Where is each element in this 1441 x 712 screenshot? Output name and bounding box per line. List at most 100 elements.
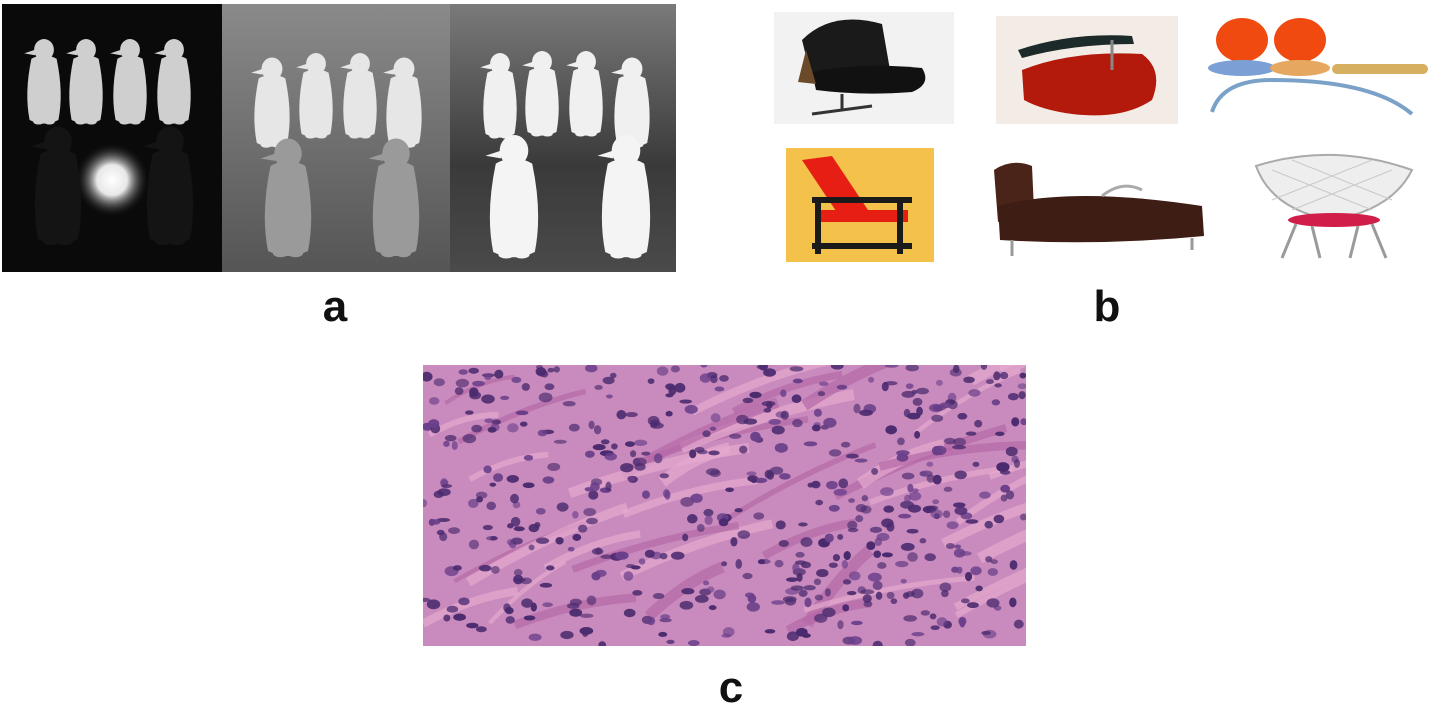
cell-nucleus <box>848 498 855 503</box>
cell-nucleus <box>958 616 967 626</box>
cell-nucleus <box>886 591 895 599</box>
cell-nucleus <box>972 461 980 467</box>
cell-nucleus <box>633 439 648 446</box>
cell-nucleus <box>811 480 821 489</box>
cell-nucleus <box>970 566 982 576</box>
cell-nucleus <box>560 630 574 640</box>
cell-nucleus <box>963 376 975 384</box>
cell-nucleus <box>953 365 960 374</box>
cell-nucleus <box>1018 391 1026 400</box>
cell-nucleus <box>556 502 569 512</box>
tissue-streak <box>878 441 1026 471</box>
cell-nucleus <box>503 603 511 613</box>
cell-nucleus <box>515 410 529 416</box>
cell-nucleus <box>898 513 912 519</box>
cell-nucleus <box>763 408 772 413</box>
cell-nucleus <box>823 417 837 428</box>
cell-nucleus <box>710 375 718 384</box>
cell-nucleus <box>930 509 943 519</box>
cell-nucleus <box>629 450 637 458</box>
cell-nucleus <box>632 590 643 596</box>
cell-nucleus <box>798 522 808 527</box>
cell-nucleus <box>911 488 919 493</box>
cell-nucleus <box>534 521 541 528</box>
cell-nucleus <box>816 568 829 578</box>
cell-nucleus <box>848 636 863 645</box>
cell-nucleus <box>771 600 785 605</box>
cell-nucleus <box>684 404 698 414</box>
cell-nucleus <box>794 560 807 565</box>
cell-nucleus <box>824 533 834 543</box>
cell-nucleus <box>506 538 515 546</box>
tissue-streak <box>487 560 567 625</box>
cell-nucleus <box>484 374 492 381</box>
cell-nucleus <box>881 552 893 558</box>
cell-nucleus <box>873 550 882 558</box>
cell-nucleus <box>974 419 983 428</box>
cell-nucleus <box>665 383 676 390</box>
chaise-lounge-icon <box>984 150 1210 260</box>
cell-nucleus <box>854 458 868 463</box>
cell-nucleus <box>428 519 441 525</box>
cell-nucleus <box>900 578 907 584</box>
panel-a-image <box>2 4 676 272</box>
cell-nucleus <box>568 423 580 432</box>
cell-nucleus <box>846 590 857 596</box>
tissue-streak <box>761 518 857 560</box>
cell-nucleus <box>491 566 500 574</box>
cell-nucleus <box>582 629 589 637</box>
cell-nucleus <box>742 572 753 580</box>
cell-nucleus <box>1009 560 1018 570</box>
cell-nucleus <box>602 376 615 385</box>
cell-nucleus <box>600 439 610 445</box>
cell-nucleus <box>542 602 553 608</box>
cell-nucleus <box>703 508 714 517</box>
cell-nucleus <box>702 430 711 438</box>
cell-nucleus <box>813 408 822 417</box>
cell-nucleus <box>828 562 838 568</box>
cell-nucleus <box>544 383 555 391</box>
tissue-streak <box>423 587 519 628</box>
cell-nucleus <box>869 526 883 533</box>
cell-nucleus <box>730 536 738 547</box>
cell-nucleus <box>979 491 991 499</box>
cell-nucleus <box>928 403 943 413</box>
cell-nucleus <box>952 444 966 450</box>
cell-nucleus <box>847 520 858 530</box>
cell-nucleus <box>624 441 636 447</box>
cell-nucleus <box>500 395 510 401</box>
cell-nucleus <box>919 471 928 477</box>
cell-nucleus <box>510 493 519 504</box>
cell-nucleus <box>641 451 651 456</box>
cell-nucleus <box>440 479 449 485</box>
cell-nucleus <box>890 598 898 605</box>
cell-nucleus <box>782 596 797 603</box>
cell-nucleus <box>860 589 875 595</box>
cell-nucleus <box>959 551 972 556</box>
cell-nucleus <box>875 591 883 600</box>
cell-nucleus <box>936 617 948 627</box>
cell-nucleus <box>580 613 594 618</box>
cell-nucleus <box>520 577 532 585</box>
cell-nucleus <box>642 490 650 499</box>
cell-nucleus <box>439 532 448 542</box>
cell-nucleus <box>588 490 599 500</box>
cell-nucleus <box>911 632 925 637</box>
cell-nucleus <box>927 505 939 511</box>
cell-nucleus <box>537 429 548 437</box>
cell-nucleus <box>547 462 561 472</box>
cell-nucleus <box>484 418 494 424</box>
cell-nucleus <box>644 549 655 558</box>
cell-nucleus <box>562 400 576 407</box>
cell-nucleus <box>606 394 613 399</box>
sculpture-chair-icon <box>996 16 1178 124</box>
cell-nucleus <box>522 482 535 489</box>
tissue-streak <box>468 451 549 482</box>
cell-nucleus <box>665 410 673 417</box>
cell-nucleus <box>907 504 922 513</box>
cell-nucleus <box>840 441 851 448</box>
cell-nucleus <box>605 481 612 492</box>
cell-nucleus <box>1007 392 1019 401</box>
cell-nucleus <box>884 365 899 368</box>
cell-nucleus <box>935 379 943 386</box>
